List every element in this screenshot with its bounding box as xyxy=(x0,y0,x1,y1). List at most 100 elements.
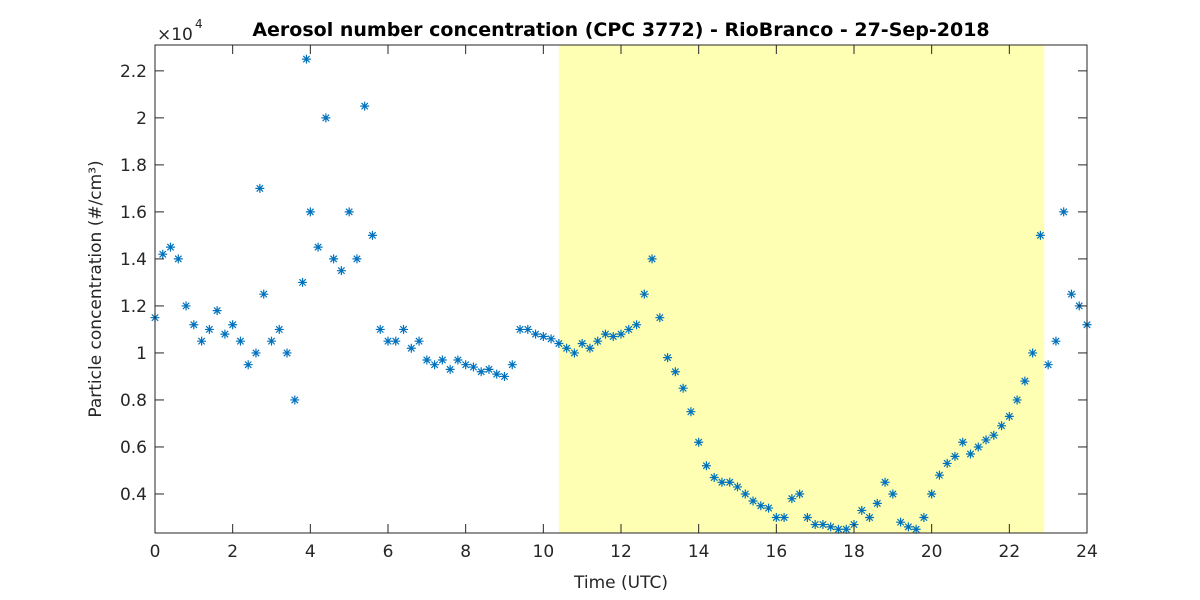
marker xyxy=(437,355,447,365)
marker xyxy=(927,489,937,499)
marker xyxy=(554,339,564,349)
marker xyxy=(903,522,913,532)
y-tick-label: 1.2 xyxy=(120,297,147,317)
marker xyxy=(391,336,401,346)
marker xyxy=(616,329,626,339)
marker xyxy=(212,306,222,316)
marker xyxy=(336,266,346,276)
marker xyxy=(818,520,828,530)
marker xyxy=(764,503,774,513)
marker xyxy=(686,407,696,417)
marker xyxy=(694,437,704,447)
marker xyxy=(507,360,517,370)
marker xyxy=(399,324,409,334)
marker xyxy=(958,437,968,447)
marker xyxy=(274,324,284,334)
marker xyxy=(872,498,882,508)
y-tick-label: 2 xyxy=(136,109,147,129)
marker xyxy=(981,435,991,445)
x-tick-label: 24 xyxy=(1076,542,1098,562)
x-axis-label: Time (UTC) xyxy=(573,573,668,593)
marker xyxy=(255,183,265,193)
marker xyxy=(228,320,238,330)
marker xyxy=(235,336,245,346)
marker xyxy=(500,371,509,381)
marker xyxy=(733,482,742,492)
marker xyxy=(166,242,176,252)
marker xyxy=(538,331,548,341)
x-tick-label: 6 xyxy=(383,542,394,562)
marker xyxy=(546,334,556,344)
marker xyxy=(888,489,898,499)
marker xyxy=(1035,230,1045,240)
marker xyxy=(865,512,875,522)
marker xyxy=(220,329,230,339)
chart-title: Aerosol number concentration (CPC 3772) … xyxy=(252,19,989,41)
marker xyxy=(857,505,867,515)
marker xyxy=(973,442,983,452)
y-tick-label: 1.6 xyxy=(120,203,147,223)
marker xyxy=(779,512,789,522)
marker xyxy=(1051,336,1061,346)
marker xyxy=(1028,348,1038,358)
marker xyxy=(430,360,440,370)
marker xyxy=(748,496,758,506)
marker xyxy=(158,249,168,259)
marker xyxy=(709,473,719,483)
y-multiplier-exponent: 4 xyxy=(195,17,203,31)
marker xyxy=(259,289,269,299)
marker xyxy=(1059,207,1069,217)
marker xyxy=(484,364,494,374)
marker xyxy=(375,324,385,334)
x-tick-label: 18 xyxy=(843,542,865,562)
marker xyxy=(523,324,533,334)
marker xyxy=(934,470,944,480)
marker xyxy=(950,451,960,461)
marker xyxy=(290,395,300,405)
marker xyxy=(593,336,603,346)
marker xyxy=(329,254,339,264)
marker xyxy=(204,324,214,334)
marker xyxy=(476,367,486,377)
marker xyxy=(189,320,199,330)
marker xyxy=(468,362,478,372)
marker xyxy=(756,501,766,511)
marker xyxy=(600,329,610,339)
marker xyxy=(725,477,735,487)
marker xyxy=(880,477,890,487)
marker xyxy=(453,355,463,365)
marker xyxy=(810,520,820,530)
marker xyxy=(701,461,711,471)
y-tick-label: 0.8 xyxy=(120,391,147,411)
marker xyxy=(1004,411,1014,421)
marker xyxy=(585,343,595,353)
x-tick-label: 8 xyxy=(460,542,471,562)
marker xyxy=(531,329,541,339)
marker xyxy=(577,339,587,349)
y-multiplier: ×10 xyxy=(157,25,193,45)
marker xyxy=(383,336,393,346)
marker xyxy=(1043,360,1053,370)
marker xyxy=(243,360,253,370)
marker xyxy=(942,458,952,468)
marker xyxy=(966,449,975,459)
x-tick-label: 4 xyxy=(305,542,316,562)
marker xyxy=(911,524,921,534)
marker xyxy=(282,348,292,358)
marker xyxy=(313,242,323,252)
x-tick-label: 22 xyxy=(999,542,1021,562)
marker xyxy=(919,512,929,522)
marker xyxy=(717,477,727,487)
marker xyxy=(1012,395,1022,405)
marker xyxy=(515,324,525,334)
marker xyxy=(562,343,572,353)
marker xyxy=(647,254,657,264)
marker xyxy=(632,320,642,330)
marker xyxy=(181,301,191,311)
marker xyxy=(1066,289,1076,299)
marker xyxy=(795,489,805,499)
x-tick-label: 14 xyxy=(688,542,710,562)
marker xyxy=(173,254,183,264)
marker xyxy=(802,512,812,522)
marker xyxy=(833,524,843,534)
